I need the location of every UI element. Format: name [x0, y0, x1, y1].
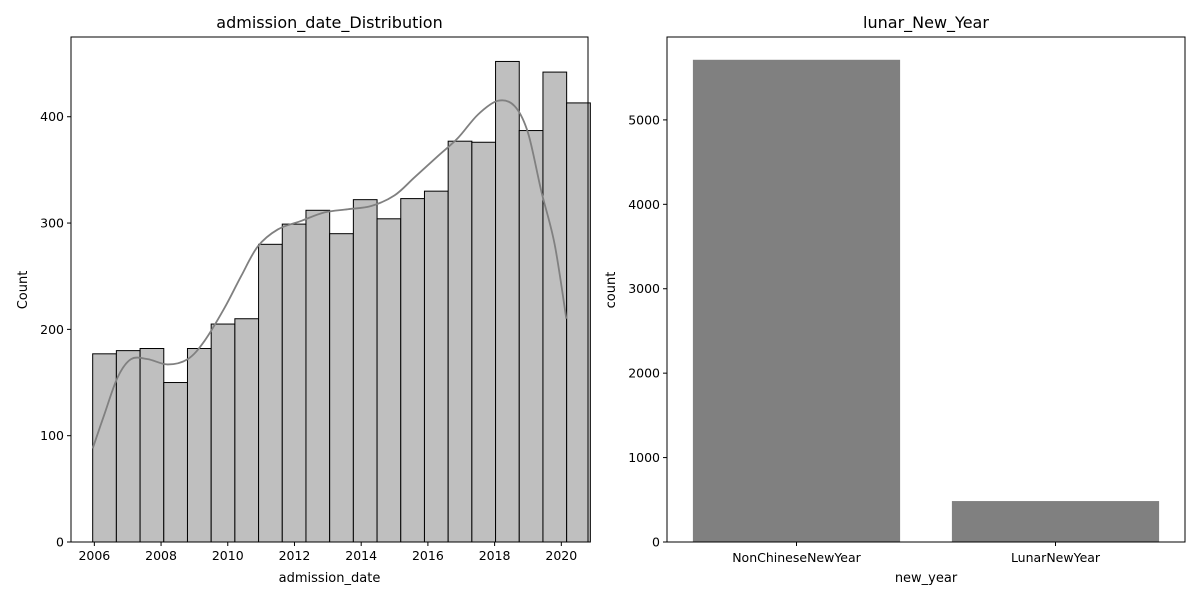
histogram-bar [258, 243, 283, 543]
histogram-bar [92, 353, 117, 543]
bar-chart-x-axis-label: new_year [895, 571, 958, 586]
bar-chart-axis-ticks: NonChineseNewYear LunarNewYear 0 1000 2000 30… [628, 112, 1101, 565]
count-bar [951, 501, 1160, 542]
histogram-plot-frame [70, 36, 589, 543]
histogram-bar [566, 102, 591, 543]
count-bars [692, 59, 1160, 542]
y-tick-label: 1000 [628, 450, 660, 465]
histogram-bar [281, 223, 307, 543]
y-tick-label: 5000 [628, 112, 660, 127]
count-bar [692, 59, 901, 542]
y-tick-label: 4000 [628, 197, 660, 212]
y-tick-label: 100 [40, 428, 64, 443]
y-tick-label: 3000 [628, 281, 660, 296]
y-tick-label: 0 [652, 535, 660, 550]
bar-chart-plot-frame [666, 36, 1186, 543]
bar-chart-title: lunar_New_Year [863, 13, 989, 33]
histogram-bar [139, 348, 165, 543]
y-tick-label: 200 [40, 322, 64, 337]
histogram-bars [92, 60, 591, 543]
histogram-y-axis-label: Count [16, 271, 31, 310]
histogram-bar [163, 382, 188, 543]
histogram-bar [542, 71, 568, 543]
count-bar-panel: lunar_New_Year count new_year NonChinese… [604, 13, 1186, 586]
histogram-bar [329, 233, 354, 543]
histogram-bar [447, 140, 473, 543]
x-tick-label: 2016 [412, 548, 444, 563]
x-tick-label: 2018 [479, 548, 511, 563]
histogram-bar [423, 190, 449, 543]
x-tick-label: 2006 [78, 548, 110, 563]
histogram-bar [400, 198, 425, 543]
histogram-bar [471, 141, 497, 543]
histogram-axis-ticks: 2006 2008 2010 2012 2014 2016 2018 2020 0 100 200 3… [40, 109, 577, 563]
histogram-bar [210, 323, 236, 543]
histogram-bar [518, 130, 544, 543]
kde-line [91, 99, 568, 449]
y-tick-label: 0 [56, 535, 64, 550]
histogram-bar [352, 199, 378, 543]
histogram-panel: admission_date_Distribution Count admiss… [16, 13, 591, 586]
y-tick-label: 2000 [628, 366, 660, 381]
histogram-bar [234, 318, 260, 543]
histogram-bar [115, 350, 141, 543]
kde-curve [91, 99, 568, 449]
y-tick-label: 400 [40, 109, 64, 124]
x-tick-label: LunarNewYear [1011, 550, 1101, 565]
bar-chart-y-axis-label: count [604, 272, 619, 309]
y-tick-label: 300 [40, 216, 64, 231]
histogram-bar [376, 218, 402, 543]
x-tick-label: 2012 [279, 548, 311, 563]
x-tick-label: 2020 [545, 548, 577, 563]
histogram-bar [186, 348, 212, 543]
x-tick-label: NonChineseNewYear [732, 550, 861, 565]
x-tick-label: 2014 [345, 548, 377, 563]
x-tick-label: 2008 [145, 548, 177, 563]
x-tick-label: 2010 [212, 548, 244, 563]
histogram-bar [305, 209, 331, 543]
histogram-x-axis-label: admission_date [279, 571, 381, 586]
histogram-bar [495, 60, 520, 543]
histogram-title: admission_date_Distribution [216, 13, 442, 33]
